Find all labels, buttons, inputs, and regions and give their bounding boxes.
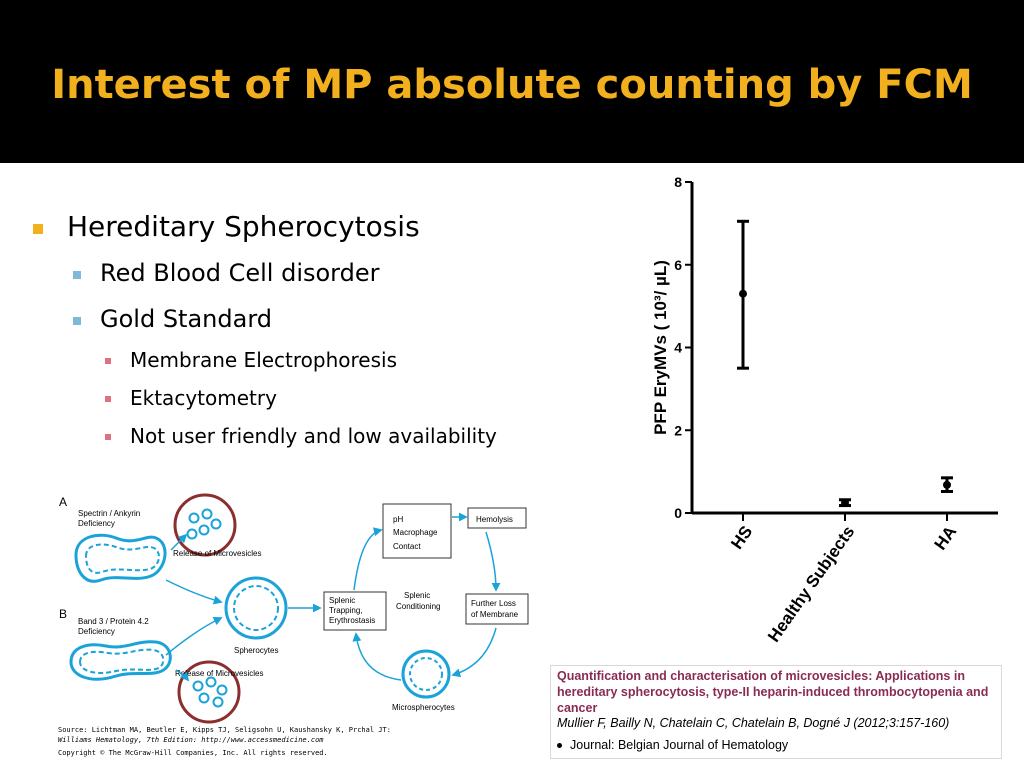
y-axis-label: PFP EryMVs ( 10³/ µL) bbox=[651, 260, 670, 435]
macrophage-label: Macrophage bbox=[393, 528, 438, 537]
x-tick-label: HA bbox=[931, 522, 961, 553]
bullet-marker-l1 bbox=[33, 224, 43, 234]
band3-deficiency-label: Deficiency bbox=[78, 627, 115, 636]
bullet-dot-icon bbox=[557, 743, 562, 749]
source-line-1: Source: Lichtman MA, Beutler E, Kipps TJ… bbox=[58, 726, 391, 734]
bullet-marker-l3 bbox=[105, 358, 111, 364]
reference-journal-text: Journal: Belgian Journal of Hematology bbox=[570, 738, 789, 752]
bullet-not-user-friendly: Not user friendly and low availability bbox=[130, 424, 497, 448]
band3-label: Band 3 / Protein 4.2 bbox=[78, 617, 149, 626]
panel-label-a: A bbox=[59, 495, 67, 509]
trapping-label-3: Erythrostasis bbox=[329, 616, 375, 625]
microvesicle-chart: 0 2 4 6 8 PFP EryMVs ( 10³/ µL) HS Healthy Subj… bbox=[651, 174, 998, 646]
bullet-marker-l3 bbox=[105, 434, 111, 440]
hemolysis-box bbox=[467, 507, 527, 529]
slide-title: Interest of MP absolute counting by FCM bbox=[51, 62, 973, 108]
deformed-cell-a bbox=[74, 533, 167, 583]
deformed-cell-b bbox=[69, 640, 172, 681]
source-line-2: Williams Hematology, 7th Edition: http:/… bbox=[58, 736, 324, 744]
diagram-arrows bbox=[165, 512, 501, 682]
ph-label: pH bbox=[393, 515, 403, 524]
x-tick-label: Healthy Subjects bbox=[764, 522, 858, 645]
membrane-loss-label-2: of Membrane bbox=[471, 610, 519, 619]
trapping-label-2: Trapping, bbox=[329, 606, 363, 615]
release-microvesicles-bottom: Release of Microvesicles bbox=[175, 669, 263, 678]
conditioning-label: Conditioning bbox=[396, 602, 440, 611]
trapping-label-1: Splenic bbox=[329, 596, 355, 605]
bullet-marker-l3 bbox=[105, 396, 111, 402]
bullet-marker-l2 bbox=[73, 317, 81, 325]
bullet-gold-standard: Gold Standard bbox=[100, 305, 272, 333]
spectrin-deficiency-label: Deficiency bbox=[78, 519, 115, 528]
membrane-loss-box bbox=[465, 593, 529, 625]
bullet-membrane-electrophoresis: Membrane Electrophoresis bbox=[130, 348, 398, 372]
reference-authors: Mullier F, Bailly N, Chatelain C, Chatel… bbox=[557, 716, 950, 730]
y-tick-label: 4 bbox=[674, 340, 682, 356]
microvesicles-bottom bbox=[177, 660, 241, 724]
y-tick-label: 0 bbox=[674, 505, 682, 521]
contact-label: Contact bbox=[393, 542, 421, 551]
bullet-ektacytometry: Ektacytometry bbox=[130, 386, 277, 410]
y-tick-label: 8 bbox=[674, 174, 682, 190]
spherocytes-label: Spherocytes bbox=[234, 646, 278, 655]
reference-title: Quantification and characterisation of m… bbox=[557, 669, 989, 715]
spectrin-label: Spectrin / Ankyrin bbox=[78, 509, 140, 518]
spherocyte bbox=[224, 576, 288, 640]
reference-journal: Journal: Belgian Journal of Hematology bbox=[557, 738, 788, 752]
panel-label-b: B bbox=[59, 607, 67, 621]
membrane-loss-label-1: Further Loss bbox=[471, 599, 516, 608]
bullet-hereditary-spherocytosis: Hereditary Spherocytosis bbox=[67, 210, 420, 243]
mean-point bbox=[841, 498, 849, 507]
y-tick-label: 2 bbox=[674, 422, 682, 438]
source-line-3: Copyright © The McGraw-Hill Companies, I… bbox=[58, 749, 328, 757]
bullet-red-blood-cell: Red Blood Cell disorder bbox=[100, 259, 380, 287]
y-tick-label: 6 bbox=[674, 257, 682, 273]
title-bar bbox=[0, 0, 1024, 160]
reference-box: Quantification and characterisation of m… bbox=[550, 665, 1002, 759]
release-microvesicles-top: Release of Microvesicles bbox=[173, 549, 261, 558]
mean-point bbox=[739, 289, 747, 298]
trapping-box bbox=[323, 591, 387, 631]
x-tick-label: HS bbox=[727, 522, 756, 552]
spherocytosis-diagram: A B Spectrin / Ankyrin Deficiency Band 3… bbox=[59, 493, 529, 724]
macrophage-box bbox=[382, 503, 452, 559]
splenic-label: Splenic bbox=[404, 591, 430, 600]
microspherocyte bbox=[401, 649, 451, 699]
hemolysis-label: Hemolysis bbox=[476, 515, 513, 524]
mean-point bbox=[943, 480, 951, 489]
bullet-marker-l2 bbox=[73, 271, 81, 279]
microspherocytes-label: Microspherocytes bbox=[392, 703, 455, 712]
microvesicles-top bbox=[173, 493, 237, 557]
